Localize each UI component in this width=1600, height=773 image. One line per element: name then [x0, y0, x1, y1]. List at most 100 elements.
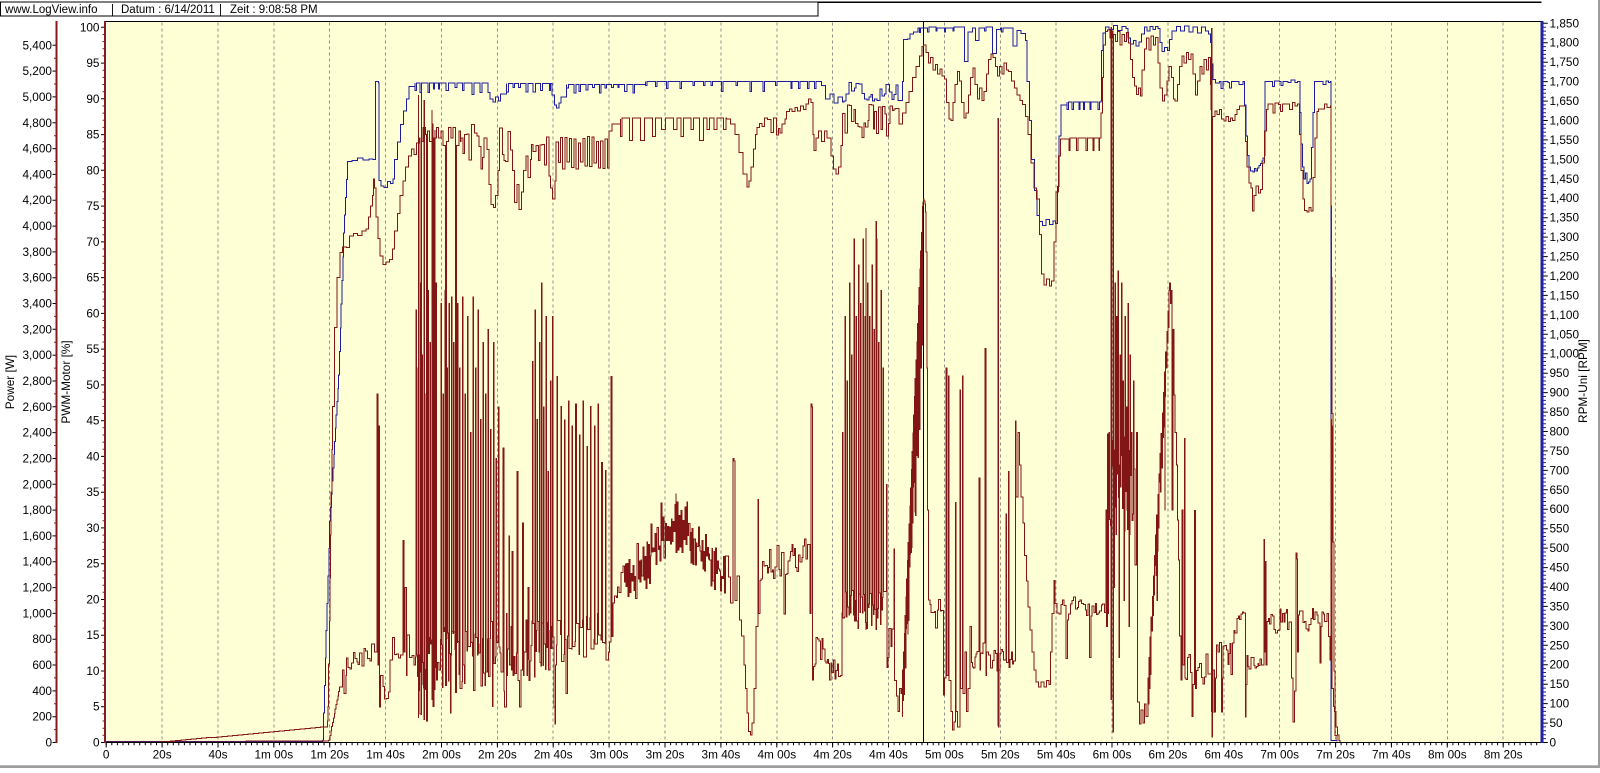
- svg-text:35: 35: [86, 485, 100, 499]
- svg-text:1,800: 1,800: [1550, 36, 1580, 50]
- svg-text:1,150: 1,150: [1550, 288, 1580, 302]
- svg-text:100: 100: [80, 20, 100, 34]
- svg-text:150: 150: [1550, 677, 1570, 691]
- svg-text:30: 30: [86, 521, 100, 535]
- svg-text:40s: 40s: [208, 748, 227, 762]
- svg-text:250: 250: [1550, 638, 1570, 652]
- svg-text:10: 10: [86, 664, 100, 678]
- svg-text:65: 65: [86, 271, 100, 285]
- svg-text:8m 20s: 8m 20s: [1484, 748, 1523, 762]
- svg-text:3m 40s: 3m 40s: [702, 748, 741, 762]
- svg-text:7m 40s: 7m 40s: [1372, 748, 1411, 762]
- svg-text:1m 40s: 1m 40s: [366, 748, 405, 762]
- svg-text:50: 50: [86, 378, 100, 392]
- svg-text:350: 350: [1550, 599, 1570, 613]
- svg-text:3,200: 3,200: [22, 322, 52, 336]
- svg-text:1,600: 1,600: [22, 529, 52, 543]
- svg-text:1,700: 1,700: [1550, 75, 1580, 89]
- svg-text:200: 200: [32, 710, 52, 724]
- svg-text:4,600: 4,600: [22, 142, 52, 156]
- svg-text:6m 40s: 6m 40s: [1204, 748, 1243, 762]
- svg-text:6m 20s: 6m 20s: [1149, 748, 1188, 762]
- svg-text:0: 0: [1550, 736, 1557, 750]
- svg-text:5,400: 5,400: [22, 38, 52, 52]
- svg-text:1,600: 1,600: [1550, 114, 1580, 128]
- svg-text:1,550: 1,550: [1550, 133, 1580, 147]
- svg-text:1,750: 1,750: [1550, 55, 1580, 69]
- svg-text:850: 850: [1550, 405, 1570, 419]
- svg-text:3,000: 3,000: [22, 348, 52, 362]
- svg-text:55: 55: [86, 342, 100, 356]
- svg-text:7m 20s: 7m 20s: [1316, 748, 1355, 762]
- svg-text:450: 450: [1550, 561, 1570, 575]
- svg-text:4m 40s: 4m 40s: [869, 748, 908, 762]
- svg-text:www.LogView.info: www.LogView.info: [4, 4, 97, 16]
- svg-text:1,000: 1,000: [22, 606, 52, 620]
- svg-text:2,000: 2,000: [22, 477, 52, 491]
- svg-text:5m 40s: 5m 40s: [1037, 748, 1076, 762]
- svg-text:1m 00s: 1m 00s: [254, 748, 293, 762]
- svg-text:3m 20s: 3m 20s: [646, 748, 685, 762]
- svg-text:3m 00s: 3m 00s: [590, 748, 629, 762]
- svg-text:80: 80: [86, 163, 100, 177]
- svg-text:1,200: 1,200: [1550, 269, 1580, 283]
- svg-text:|: |: [219, 4, 222, 16]
- svg-text:90: 90: [86, 92, 100, 106]
- svg-text:1,850: 1,850: [1550, 16, 1580, 30]
- svg-text:1,450: 1,450: [1550, 172, 1580, 186]
- svg-text:15: 15: [86, 628, 100, 642]
- svg-text:5: 5: [93, 700, 100, 714]
- svg-text:3,400: 3,400: [22, 297, 52, 311]
- svg-text:2,400: 2,400: [22, 426, 52, 440]
- svg-text:4m 00s: 4m 00s: [757, 748, 796, 762]
- svg-text:600: 600: [32, 658, 52, 672]
- svg-text:3,600: 3,600: [22, 271, 52, 285]
- svg-text:0: 0: [103, 748, 110, 762]
- svg-text:1m 20s: 1m 20s: [310, 748, 349, 762]
- svg-text:4,800: 4,800: [22, 116, 52, 130]
- svg-text:1,050: 1,050: [1550, 327, 1580, 341]
- svg-text:300: 300: [1550, 619, 1570, 633]
- svg-text:1,350: 1,350: [1550, 211, 1580, 225]
- svg-text:4,400: 4,400: [22, 167, 52, 181]
- svg-text:800: 800: [32, 632, 52, 646]
- svg-text:7m 00s: 7m 00s: [1260, 748, 1299, 762]
- svg-text:20: 20: [86, 593, 100, 607]
- svg-text:1,400: 1,400: [1550, 191, 1580, 205]
- svg-text:1,650: 1,650: [1550, 94, 1580, 108]
- svg-text:5,000: 5,000: [22, 90, 52, 104]
- svg-text:95: 95: [86, 56, 100, 70]
- svg-text:100: 100: [1550, 697, 1570, 711]
- svg-text:400: 400: [1550, 580, 1570, 594]
- svg-text:40: 40: [86, 449, 100, 463]
- svg-text:1,500: 1,500: [1550, 152, 1580, 166]
- svg-text:500: 500: [1550, 541, 1570, 555]
- svg-text:1,250: 1,250: [1550, 250, 1580, 264]
- svg-text:650: 650: [1550, 483, 1570, 497]
- svg-text:75: 75: [86, 199, 100, 213]
- svg-text:4,000: 4,000: [22, 219, 52, 233]
- svg-text:400: 400: [32, 684, 52, 698]
- svg-text:6m 00s: 6m 00s: [1093, 748, 1132, 762]
- svg-text:550: 550: [1550, 522, 1570, 536]
- svg-text:4,200: 4,200: [22, 193, 52, 207]
- svg-text:5m 00s: 5m 00s: [925, 748, 964, 762]
- svg-text:1,000: 1,000: [1550, 347, 1580, 361]
- svg-text:1,800: 1,800: [22, 503, 52, 517]
- svg-text:45: 45: [86, 414, 100, 428]
- svg-text:20s: 20s: [153, 748, 172, 762]
- svg-text:1,300: 1,300: [1550, 230, 1580, 244]
- svg-text:2,800: 2,800: [22, 374, 52, 388]
- svg-text:5,200: 5,200: [22, 64, 52, 78]
- svg-text:700: 700: [1550, 463, 1570, 477]
- svg-text:1,200: 1,200: [22, 581, 52, 595]
- svg-text:3,800: 3,800: [22, 245, 52, 259]
- svg-text:2m 00s: 2m 00s: [422, 748, 461, 762]
- svg-text:4m 20s: 4m 20s: [813, 748, 852, 762]
- svg-text:900: 900: [1550, 386, 1570, 400]
- svg-text:950: 950: [1550, 366, 1570, 380]
- svg-text:750: 750: [1550, 444, 1570, 458]
- svg-text:Zeit : 9:08:58 PM: Zeit : 9:08:58 PM: [230, 4, 318, 16]
- svg-text:25: 25: [86, 557, 100, 571]
- svg-text:70: 70: [86, 235, 100, 249]
